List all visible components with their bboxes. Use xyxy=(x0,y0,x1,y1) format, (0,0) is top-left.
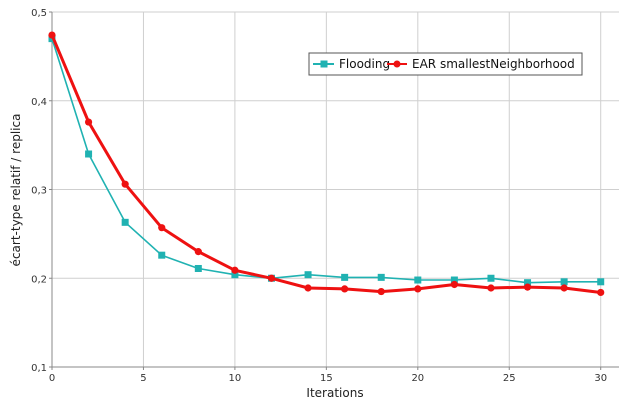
x-tick-label: 10 xyxy=(229,373,242,384)
legend: Flooding EAR smallestNeighborhood xyxy=(308,52,583,76)
tick-labels: 0 5 10 15 20 25 30 0,1 0,2 0,3 0,4 0,5 xyxy=(31,8,607,384)
legend-label-ear: EAR smallestNeighborhood xyxy=(412,57,575,71)
data-point xyxy=(341,273,349,281)
data-point xyxy=(231,266,239,274)
x-tick-label: 30 xyxy=(594,373,607,384)
data-point xyxy=(267,274,276,282)
legend-item-flooding: Flooding xyxy=(313,57,390,71)
data-point xyxy=(194,264,202,272)
data-point xyxy=(158,251,166,259)
data-point xyxy=(377,287,385,296)
y-tick-label: 0,2 xyxy=(31,274,47,285)
y-tick-label: 0,5 xyxy=(31,8,47,19)
x-tick-label: 20 xyxy=(411,373,424,384)
legend-label-flooding: Flooding xyxy=(339,57,390,71)
data-point xyxy=(84,118,93,126)
x-tick-label: 5 xyxy=(140,373,146,384)
x-tick-label: 15 xyxy=(320,373,333,384)
data-point xyxy=(524,279,532,287)
legend-item-ear: EAR smallestNeighborhood xyxy=(387,57,575,71)
data-point xyxy=(560,278,568,286)
data-point xyxy=(487,284,495,292)
legend-marker-ear xyxy=(393,60,401,68)
legend-box xyxy=(308,52,583,76)
series-line xyxy=(51,37,602,284)
data-point xyxy=(121,218,129,226)
data-point xyxy=(597,278,605,286)
data-point xyxy=(121,180,129,188)
y-axis-title: écart-type relatif / replica xyxy=(9,114,23,267)
data-point xyxy=(450,280,458,289)
series-0 xyxy=(48,35,605,287)
y-tick-label: 0,4 xyxy=(31,97,47,108)
series-layer xyxy=(48,31,605,297)
data-point xyxy=(304,284,312,292)
data-point xyxy=(231,271,239,279)
data-point xyxy=(194,248,202,256)
data-point xyxy=(48,31,56,39)
data-point xyxy=(414,276,422,284)
legend-marker-flooding xyxy=(320,60,328,68)
data-point xyxy=(597,288,605,297)
series-line xyxy=(50,33,603,294)
y-tick-label: 0,3 xyxy=(31,186,47,197)
data-point xyxy=(85,150,93,158)
x-axis-title: Iterations xyxy=(306,386,363,400)
data-point xyxy=(304,271,312,279)
data-point xyxy=(487,274,495,282)
data-point xyxy=(450,276,458,284)
y-tick-label: 0,1 xyxy=(31,363,47,374)
data-point xyxy=(377,273,385,281)
data-point xyxy=(523,283,532,291)
data-point xyxy=(414,285,422,293)
x-tick-label: 0 xyxy=(49,373,55,384)
series-1 xyxy=(48,31,605,297)
data-point xyxy=(560,284,568,292)
data-point xyxy=(341,285,349,293)
x-tick-label: 25 xyxy=(503,373,516,384)
data-point xyxy=(158,224,166,232)
